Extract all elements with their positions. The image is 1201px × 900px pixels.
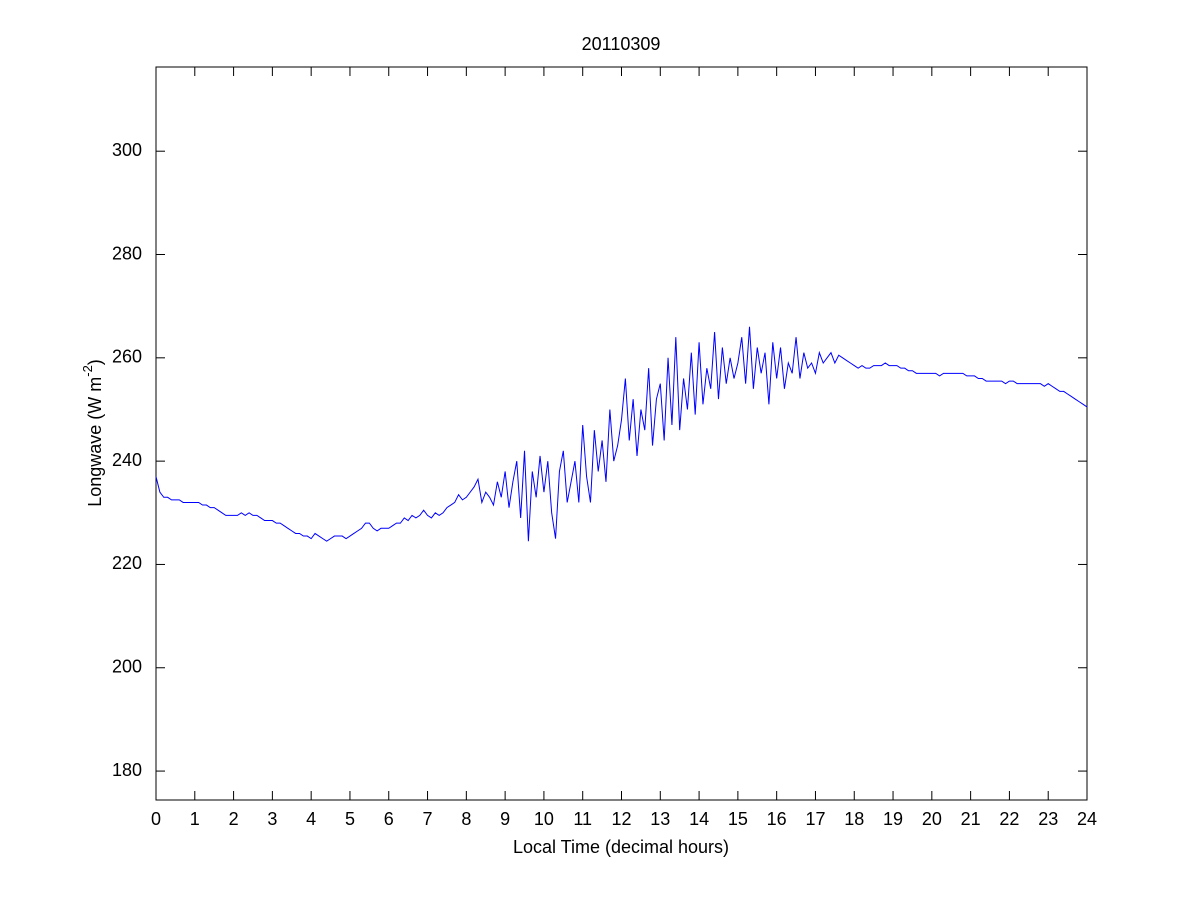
- x-tick-label: 0: [151, 809, 161, 829]
- y-tick-label: 260: [112, 347, 142, 367]
- data-line: [155, 326, 1088, 542]
- x-tick-label: 2: [229, 809, 239, 829]
- x-tick-label: 21: [961, 809, 981, 829]
- x-tick-label: 10: [534, 809, 554, 829]
- x-tick-label: 1: [190, 809, 200, 829]
- y-tick-label: 200: [112, 657, 142, 677]
- x-tick-label: 9: [500, 809, 510, 829]
- y-axis-label: Longwave (W m-2): [80, 359, 104, 507]
- x-tick-label: 8: [461, 809, 471, 829]
- x-tick-label: 13: [650, 809, 670, 829]
- y-axis-label-end: ): [85, 359, 105, 365]
- x-tick-label: 3: [267, 809, 277, 829]
- y-tick-label: 280: [112, 243, 142, 263]
- y-tick-label: 180: [112, 760, 142, 780]
- x-tick-label: 18: [844, 809, 864, 829]
- x-tick-label: 24: [1077, 809, 1097, 829]
- x-axis-label: Local Time (decimal hours): [513, 837, 729, 857]
- x-tick-label: 14: [689, 809, 709, 829]
- x-tick-label: 22: [999, 809, 1019, 829]
- x-tick-label: 4: [306, 809, 316, 829]
- x-tick-label: 15: [728, 809, 748, 829]
- x-tick-label: 7: [423, 809, 433, 829]
- x-tick-label: 5: [345, 809, 355, 829]
- chart-title: 20110309: [582, 34, 661, 54]
- y-axis-label-text: Longwave (W m: [85, 377, 105, 507]
- x-tick-label: 6: [384, 809, 394, 829]
- x-tick-label: 16: [767, 809, 787, 829]
- x-tick-label: 11: [573, 809, 592, 829]
- y-tick-label: 240: [112, 450, 142, 470]
- x-tick-label: 12: [611, 809, 631, 829]
- y-axis-label-exponent: -2: [80, 365, 95, 377]
- plot-area: [155, 66, 1088, 801]
- y-tick-label: 220: [112, 553, 142, 573]
- x-tick-label: 17: [805, 809, 825, 829]
- x-tick-label: 23: [1038, 809, 1058, 829]
- x-tick-label: 19: [883, 809, 903, 829]
- x-tick-label: 20: [922, 809, 942, 829]
- y-tick-label: 300: [112, 140, 142, 160]
